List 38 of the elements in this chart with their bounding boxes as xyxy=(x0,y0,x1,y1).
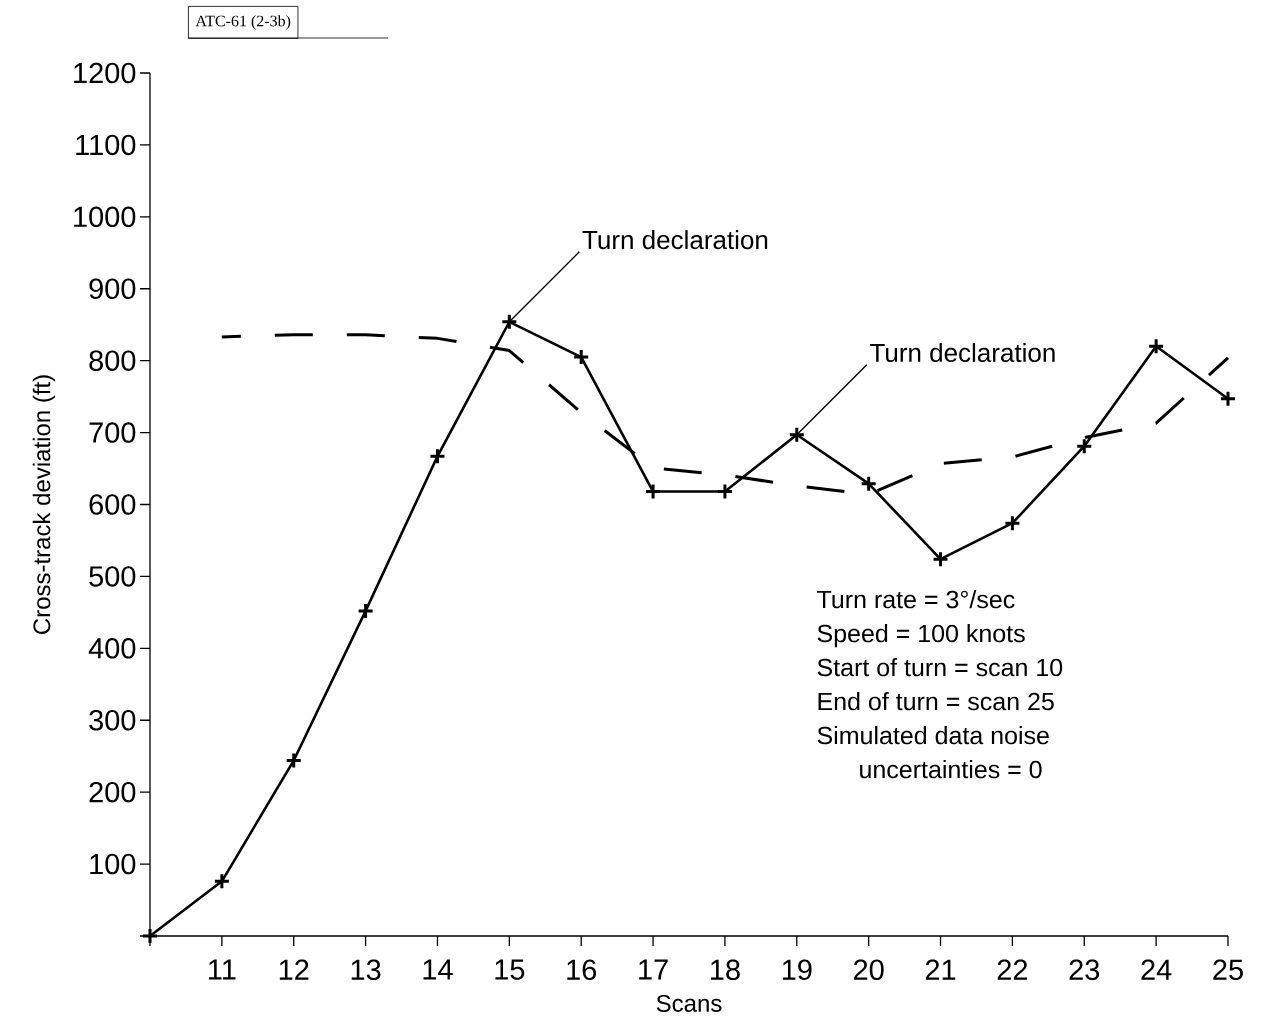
x-tick-label: 12 xyxy=(279,959,309,980)
y-tick-label: 700 xyxy=(89,422,136,443)
y-tick-label: 200 xyxy=(89,781,136,803)
annotation: End of turn = scan 25 xyxy=(818,692,1054,711)
x-tick-label: 15 xyxy=(495,959,525,980)
x-tick-label: 25 xyxy=(1213,959,1243,981)
x-tick-label: 14 xyxy=(423,959,453,980)
y-tick-label: 800 xyxy=(89,350,136,371)
y-axis-title: Cross-track deviation (ft) xyxy=(32,375,56,634)
y-tick-label: 400 xyxy=(88,638,136,659)
x-tick-label: 16 xyxy=(567,959,597,981)
annotation: Speed = 100 knots xyxy=(817,624,1025,648)
y-tick-label: 100 xyxy=(90,853,136,875)
y-tick-label: 1200 xyxy=(74,62,136,84)
y-tick-label: 1000 xyxy=(74,206,136,228)
y-tick-label: 500 xyxy=(89,566,136,587)
text: ATC-61 (2-3b) xyxy=(195,15,291,30)
annotation: uncertainties = 0 xyxy=(860,760,1042,779)
x-tick-label: 24 xyxy=(1141,959,1172,980)
annotation: Turn declaration xyxy=(582,230,768,250)
x-axis-title: Scans xyxy=(656,994,722,1012)
annotation: Simulated data noise xyxy=(817,726,1049,745)
annotation: Turn rate = 3°/sec xyxy=(817,590,1015,609)
x-tick-label: 13 xyxy=(351,959,381,981)
x-tick-label: 20 xyxy=(853,959,884,981)
y-tick-label: 1100 xyxy=(76,134,136,156)
x-tick-label: 17 xyxy=(639,959,668,980)
x-tick-label: 21 xyxy=(925,959,956,980)
y-tick-label: 900 xyxy=(89,278,136,299)
y-tick-label: 600 xyxy=(89,494,136,515)
y-tick-label: 300 xyxy=(89,709,136,731)
annotation: Turn declaration xyxy=(870,342,1055,363)
x-tick-label: 23 xyxy=(1069,959,1100,981)
annotation: Start of turn = scan 10 xyxy=(817,658,1063,677)
x-tick-label: 22 xyxy=(997,959,1028,980)
x-tick-label: 11 xyxy=(209,959,236,980)
x-tick-label: 19 xyxy=(782,959,812,981)
x-tick-label: 18 xyxy=(711,959,740,981)
